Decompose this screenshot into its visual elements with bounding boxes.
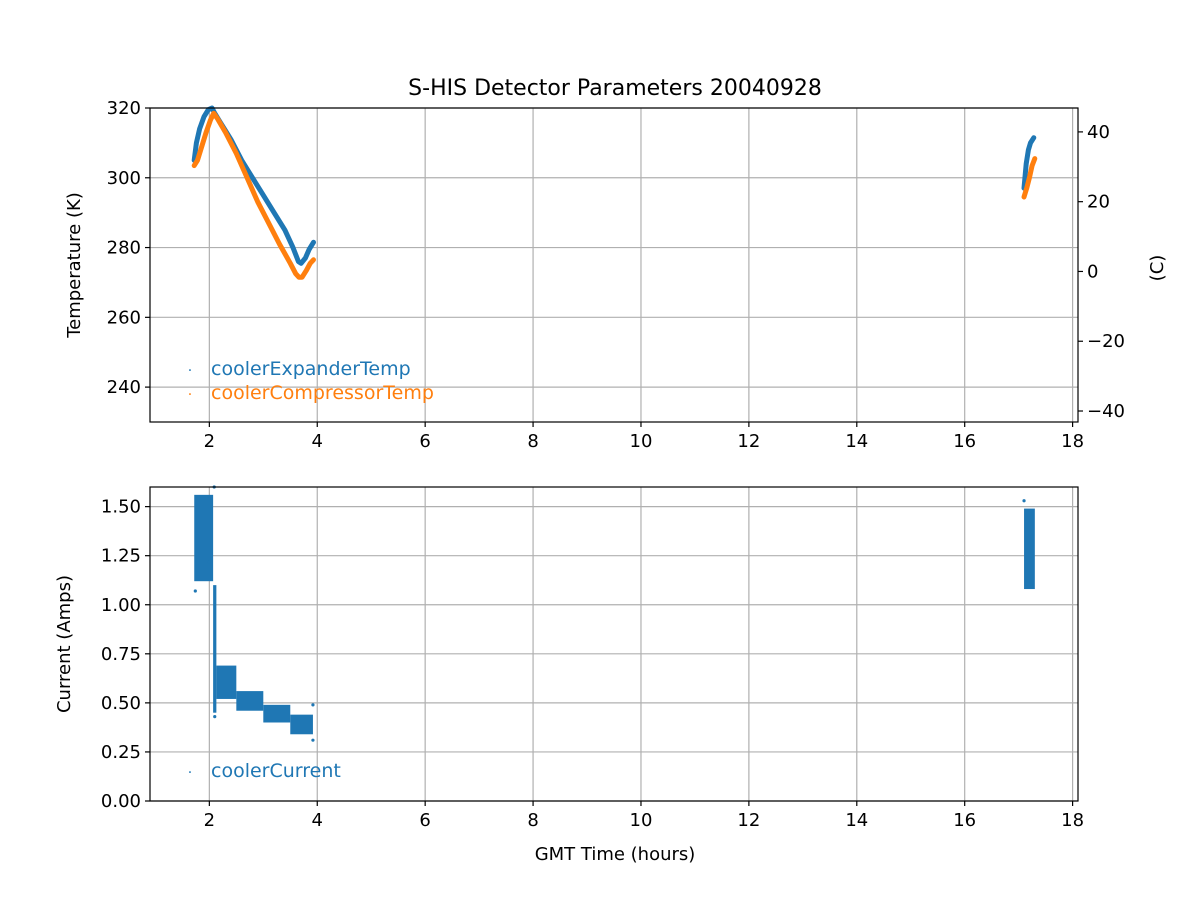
y-tick-label: 300 [107,168,141,189]
x-tick-label: 14 [845,810,868,831]
y-tick-label: 1.00 [101,595,141,616]
current-point [213,715,217,719]
y-tick-label: 0.75 [101,644,141,665]
current-grid [150,487,1078,802]
y2-tick-label: −40 [1087,401,1125,422]
x-tick-label: 2 [204,431,215,452]
temperature-axes-frame [149,107,1079,423]
temperature-y-label: Temperature (K) [64,192,85,339]
y2-tick-label: 0 [1087,261,1098,282]
x-tick-label: 8 [527,431,538,452]
x-tick-label: 18 [1061,431,1084,452]
current-legend: · coolerCurrent [188,760,341,782]
current-band [290,714,313,735]
y2-tick-label: 40 [1087,122,1110,143]
current-data [193,485,1035,742]
current-band [1024,508,1035,590]
temperature-plot: 2 4 6 8 10 12 14 16 18 240 260 280 300 320 −40 −20 0 20… [64,98,1168,452]
legend-label-expander: coolerExpanderTemp [211,358,411,380]
y-tick-label: 1.25 [101,546,141,567]
series-coolerCompressorTemp [1021,156,1038,200]
current-band [236,691,264,711]
y-tick-label: 0.50 [101,693,141,714]
celsius-y-label: (C) [1147,255,1168,282]
temperature-x-ticks: 2 4 6 8 10 12 14 16 18 [204,422,1084,452]
celsius-y-ticks: −40 −20 0 20 40 [1078,122,1125,422]
current-band [213,585,217,713]
current-point [311,738,315,742]
x-tick-label: 10 [630,810,653,831]
x-tick-label: 12 [737,810,760,831]
y-tick-label: 260 [107,307,141,328]
legend-label-current: coolerCurrent [211,760,341,782]
current-y-label: Current (Amps) [54,575,75,713]
x-tick-label: 4 [312,810,323,831]
x-axis-label: GMT Time (hours) [535,844,696,865]
series-coolerCompressorTemp [191,110,316,280]
x-tick-label: 10 [630,431,653,452]
current-x-ticks: 2 4 6 8 10 12 14 16 18 [204,801,1084,831]
series-coolerExpanderTemp [191,105,316,266]
y-tick-label: 240 [107,377,141,398]
current-point [193,589,197,593]
legend-marker-compressor: · [188,387,192,403]
legend-marker-expander: · [188,363,192,379]
current-point [1022,499,1026,503]
y-tick-label: 1.50 [101,497,141,518]
current-band [216,665,237,699]
current-y-ticks: 0.00 0.25 0.50 0.75 1.00 1.25 1.50 [101,497,150,812]
y2-tick-label: −20 [1087,331,1125,352]
x-tick-label: 6 [419,810,430,831]
y2-tick-label: 20 [1087,192,1110,213]
temperature-data [191,105,1038,280]
x-tick-label: 16 [953,810,976,831]
chart-title: S-HIS Detector Parameters 20040928 [408,76,822,101]
x-tick-label: 12 [737,431,760,452]
temperature-legend: · coolerExpanderTemp · coolerCompressorT… [188,358,434,404]
x-tick-label: 4 [312,431,323,452]
current-plot: 2 4 6 8 10 12 14 16 18 0.00 0.25 0.50 0.75 1.00 1.25 1… [54,485,1084,865]
current-point [311,703,315,707]
y-tick-label: 280 [107,238,141,259]
x-tick-label: 6 [419,431,430,452]
y-tick-label: 0.25 [101,742,141,763]
current-point [207,559,211,564]
current-band [194,494,214,582]
x-tick-label: 14 [845,431,868,452]
current-axes-frame [149,486,1079,802]
x-tick-label: 16 [953,431,976,452]
y-tick-label: 320 [107,98,141,119]
y-tick-label: 0.00 [101,791,141,812]
x-tick-label: 2 [204,810,215,831]
x-tick-label: 18 [1061,810,1084,831]
series-coolerExpanderTemp [1021,135,1037,191]
legend-marker-current: · [188,765,192,781]
current-band [263,704,291,723]
x-tick-label: 8 [527,810,538,831]
legend-label-compressor: coolerCompressorTemp [211,382,434,404]
temperature-y-ticks: 240 260 280 300 320 [107,98,150,398]
